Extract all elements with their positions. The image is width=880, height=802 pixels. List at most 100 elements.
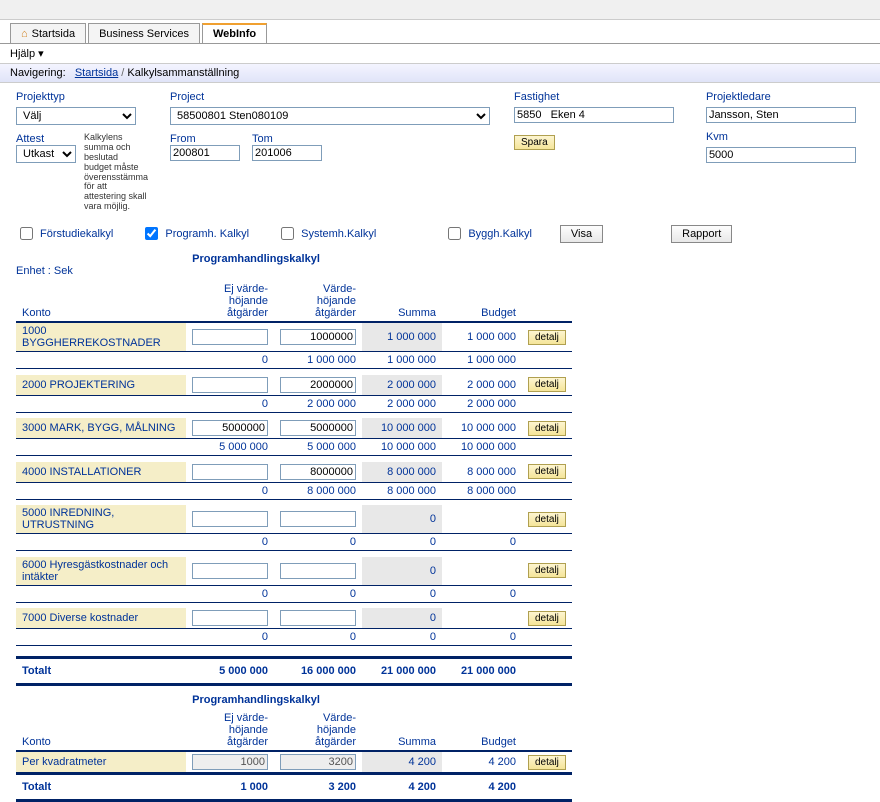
- label-fastighet: Fastighet: [514, 91, 682, 103]
- sum-cell: 2 000 000: [362, 375, 442, 396]
- detalj-button[interactable]: detalj: [528, 512, 566, 527]
- unit-label: Enhet : Sek: [0, 265, 880, 277]
- acct-cell: 2000 PROJEKTERING: [16, 375, 186, 396]
- tab-label: WebInfo: [213, 28, 256, 40]
- home-icon: ⌂: [21, 28, 28, 40]
- input-ej[interactable]: [192, 377, 268, 393]
- th-budget: Budget: [442, 281, 522, 322]
- check-programh[interactable]: Programh. Kalkyl: [141, 224, 249, 243]
- input-projektledare[interactable]: [706, 107, 856, 123]
- tab-business-services[interactable]: Business Services: [88, 23, 200, 43]
- sum-cell: 1 000 000: [362, 322, 442, 352]
- tab-label: Business Services: [99, 28, 189, 40]
- sum-cell: 0: [362, 608, 442, 629]
- input-ej[interactable]: [192, 420, 268, 436]
- perkvm-grid: Konto Ej värde- höjande åtgärder Värde- …: [16, 710, 572, 802]
- bud-cell: 10 000 000: [442, 418, 522, 439]
- table-row: 3000 MARK, BYGG, MÅLNING10 000 00010 000…: [16, 418, 572, 439]
- label-project: Project: [170, 91, 490, 103]
- input-varde[interactable]: [280, 511, 356, 527]
- th-summa: Summa: [362, 281, 442, 322]
- check-byggh[interactable]: Byggh.Kalkyl: [444, 224, 532, 243]
- bud-cell: 1 000 000: [442, 322, 522, 352]
- input-varde[interactable]: [280, 420, 356, 436]
- input-fastighet[interactable]: [514, 107, 674, 123]
- acct-cell: 4000 INSTALLATIONER: [16, 462, 186, 483]
- select-attest[interactable]: Utkast: [16, 145, 76, 163]
- input-ej[interactable]: [192, 329, 268, 345]
- bud-cell: 8 000 000: [442, 462, 522, 483]
- input-ej[interactable]: [192, 610, 268, 626]
- th-konto: Konto: [16, 710, 186, 751]
- bud-cell: 2 000 000: [442, 375, 522, 396]
- bud-cell: [442, 608, 522, 629]
- subtotal-row: 02 000 0002 000 0002 000 000: [16, 395, 572, 412]
- th-summa: Summa: [362, 710, 442, 751]
- toolbar-stub: [0, 0, 880, 20]
- table-row: 7000 Diverse kostnader 0 detalj: [16, 608, 572, 629]
- breadcrumb-link-startsida[interactable]: Startsida: [75, 67, 118, 79]
- tab-startsida[interactable]: ⌂Startsida: [10, 23, 86, 43]
- acct-cell: 5000 INREDNING, UTRUSTNING: [16, 505, 186, 534]
- input-ej[interactable]: [192, 464, 268, 480]
- sum-cell: 8 000 000: [362, 462, 442, 483]
- input-varde[interactable]: [280, 377, 356, 393]
- tab-bar: ⌂Startsida Business Services WebInfo: [0, 20, 880, 44]
- acct-cell: 3000 MARK, BYGG, MÅLNING: [16, 418, 186, 439]
- input-from[interactable]: [170, 145, 240, 161]
- label-from: From: [170, 133, 196, 145]
- kalkyl-grid: Konto Ej värde- höjande åtgärder Värde- …: [16, 281, 572, 686]
- label-kvm: Kvm: [706, 131, 864, 143]
- select-projekttyp[interactable]: Välj: [16, 107, 136, 125]
- acct-cell: 1000 BYGGHERREKOSTNADER: [16, 322, 186, 352]
- input-perkvm-varde: [280, 754, 356, 770]
- sum-cell: 0: [362, 505, 442, 534]
- th-ej: Ej värde- höjande åtgärder: [186, 710, 274, 751]
- detalj-button[interactable]: detalj: [528, 563, 566, 578]
- help-menu[interactable]: Hjälp ▾: [0, 44, 880, 63]
- tab-webinfo[interactable]: WebInfo: [202, 23, 267, 43]
- input-ej[interactable]: [192, 511, 268, 527]
- th-varde: Värde- höjande åtgärder: [274, 710, 362, 751]
- kalkyl-checkrow: Förstudiekalkyl Programh. Kalkyl Systemh…: [0, 220, 880, 247]
- detalj-button[interactable]: detalj: [528, 377, 566, 392]
- detalj-button[interactable]: detalj: [528, 464, 566, 479]
- check-forstudie[interactable]: Förstudiekalkyl: [16, 224, 113, 243]
- th-budget: Budget: [442, 710, 522, 751]
- breadcrumb-current: Kalkylsammanställning: [127, 67, 239, 79]
- input-varde[interactable]: [280, 610, 356, 626]
- visa-button[interactable]: Visa: [560, 225, 603, 243]
- table-row: 4000 INSTALLATIONER 8 000 0008 000 000 det…: [16, 462, 572, 483]
- th-konto: Konto: [16, 281, 186, 322]
- table-row: 2000 PROJEKTERING 2 000 0002 000 000 detal…: [16, 375, 572, 396]
- th-varde: Värde- höjande åtgärder: [274, 281, 362, 322]
- label-projekttyp: Projekttyp: [16, 91, 146, 103]
- detalj-button[interactable]: detalj: [528, 421, 566, 436]
- detalj-button[interactable]: detalj: [528, 755, 566, 770]
- row-perkvm: Per kvadratmeter 4 200 4 200 detalj: [16, 751, 572, 774]
- subtotal-row: 5 000 0005 000 00010 000 00010 000 000: [16, 439, 572, 456]
- subtotal-row: 0000: [16, 585, 572, 602]
- check-systemh[interactable]: Systemh.Kalkyl: [277, 224, 376, 243]
- section-title-2: Programhandlingskalkyl: [16, 694, 496, 706]
- bud-cell: [442, 505, 522, 534]
- label-attest: Attest: [16, 133, 44, 145]
- detalj-button[interactable]: detalj: [528, 330, 566, 345]
- rapport-button[interactable]: Rapport: [671, 225, 732, 243]
- input-ej[interactable]: [192, 563, 268, 579]
- detalj-button[interactable]: detalj: [528, 611, 566, 626]
- select-project[interactable]: 58500801 Sten080109: [170, 107, 490, 125]
- bud-cell: [442, 557, 522, 586]
- input-tom[interactable]: [252, 145, 322, 161]
- input-kvm[interactable]: [706, 147, 856, 163]
- input-varde[interactable]: [280, 329, 356, 345]
- input-varde[interactable]: [280, 563, 356, 579]
- section-title: Programhandlingskalkyl: [16, 253, 496, 265]
- subtotal-row: 01 000 0001 000 0001 000 000: [16, 352, 572, 369]
- input-varde[interactable]: [280, 464, 356, 480]
- spara-button[interactable]: Spara: [514, 135, 555, 150]
- acct-cell: 7000 Diverse kostnader: [16, 608, 186, 629]
- chevron-down-icon: ▾: [38, 48, 44, 60]
- label-tom: Tom: [252, 133, 273, 145]
- subtotal-row: 0000: [16, 534, 572, 551]
